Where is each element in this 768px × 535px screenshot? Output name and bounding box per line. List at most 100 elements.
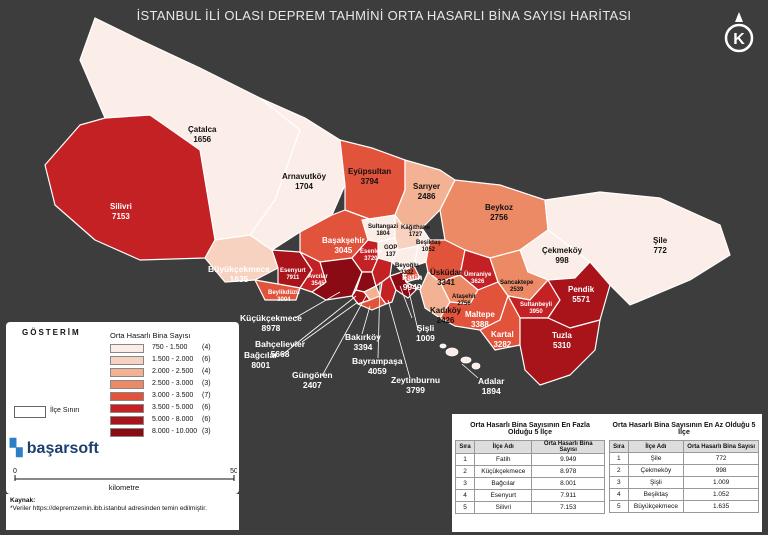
legend-range: 3.000 - 3.500 [152,392,194,399]
district-silivri [44,114,216,261]
district-value: 8978 [261,323,281,333]
table-row: 4 Esenyurt 7.911 [454,489,605,502]
district-adalar-island-2 [460,356,472,364]
district-label-arnavutkoy: Arnavutköy 1704 [282,172,326,192]
table-cell: 7.153 [531,501,605,514]
district-label-cekmekoy: Çekmeköy 998 [542,246,582,266]
district-name: Küçükçekmece [240,313,302,323]
table-row: 1 Şile 772 [609,452,759,465]
table-header-cell: İlçe Adı [627,440,685,453]
district-label-sile: Şile 772 [653,236,667,256]
table-cell: 9.949 [531,453,605,466]
legend-swatch [110,380,144,389]
table-row: Sıra İlçe Adı Orta Hasarlı Bina Sayısı [609,440,759,453]
table-cell: 8.001 [531,477,605,490]
table-row: 3 Bağcılar 8.001 [454,477,605,490]
district-value: 3545 [311,281,325,287]
table-cell: Çekmeköy [627,464,685,477]
table-cell: 2 [454,465,476,478]
boundary-swatch [14,406,46,418]
district-label-uskudar: Üsküdar 3341 [430,268,462,288]
table-header-cell: Orta Hasarlı Bina Sayısı [531,440,605,454]
district-label-beyoglu: Beyoğlu 3332 [395,263,419,277]
legend-count: (6) [202,404,211,411]
svg-text:50: 50 [230,468,237,475]
table-cell: Bağcılar [474,477,533,490]
legend-swatch [110,404,144,413]
district-value: 772 [653,246,667,255]
district-value: 9949 [402,282,422,292]
district-label-bayrampasa: Bayrampaşa 4059 [352,356,403,376]
district-value: 137 [385,252,396,258]
district-name: Sultangazi [368,224,399,230]
svg-text:0: 0 [13,468,17,475]
district-tuzla [519,317,601,386]
table-cell: 1.052 [683,488,759,501]
district-value: 2486 [417,192,436,201]
district-label-sultangazi: Sultangazi 1804 [368,224,398,238]
district-adalar-island-3 [471,362,481,370]
district-value: 1894 [481,386,501,396]
table-cell: Büyükçekmece [627,500,685,513]
table-header-cell: Sıra [454,440,476,454]
district-label-gop: GOP 137 [384,245,397,259]
district-name: Pendik [568,285,595,294]
table-cell: Fatih [474,453,533,466]
district-name: Esenler [360,249,382,255]
district-name: Bağcılar [244,350,278,360]
district-name: Sultanbeyli [520,302,553,308]
legend-swatch [110,428,144,437]
table-row: 2 Küçükçekmece 8.978 [454,465,605,478]
table-cell: 1.009 [683,476,759,489]
district-value: 998 [555,256,569,265]
legend-range: 5.000 - 8.000 [152,416,194,423]
table-cell: 3 [609,476,629,489]
district-label-bagcilar: Bağcılar 8001 [244,350,278,370]
legend-range: 3.500 - 5.000 [152,404,194,411]
source-note: Kaynak: *Veriler https://depremzemin.ibb… [6,494,239,530]
district-value: 3799 [406,385,426,395]
table-header-cell: İlçe Adı [474,440,533,454]
table-cell: 1 [609,452,629,465]
district-value: 2539 [510,287,524,293]
district-label-bahcelievler: Bahçelievler 5668 [255,339,305,359]
district-value: 5668 [270,349,290,359]
table-row: 4 Beşiktaş 1.052 [609,488,759,501]
district-name: Çekmeköy [542,246,583,255]
legend-panel: GÖSTERİM Orta Hasarlı Bina Sayısı 750 - … [6,322,239,494]
district-label-gungoren: Güngören 2407 [292,370,333,390]
district-name: Güngören [292,370,333,380]
district-label-besiktas: Beşiktaş 1052 [416,240,441,254]
district-name: Eyüpsultan [348,167,392,176]
legend-count: (4) [202,344,211,351]
svg-text:K: K [733,31,745,48]
map-title: İSTANBUL İLİ OLASI DEPREM TAHMİNİ ORTA H… [136,8,632,23]
district-value: 2426 [436,316,455,325]
district-label-kartal: Kartal 3282 [491,330,514,350]
district-label-buyukcekmece: Büyükçekmece 1635 [208,264,270,284]
district-value: 1727 [408,232,423,238]
district-value: 8001 [251,360,271,370]
table-cell: Beşiktaş [627,488,685,501]
district-name: Başakşehir [322,236,365,245]
legend-count: (4) [202,368,211,375]
district-label-avcilar: Avcılar 3545 [308,274,328,288]
district-label-eyupsultan: Eyüpsultan 3794 [348,167,391,187]
legend-range: 1.500 - 2.000 [152,356,194,363]
legend-count: (3) [202,428,211,435]
district-value: 2756 [490,213,508,222]
district-label-esenyurt: Esenyurt 7911 [280,268,306,282]
bottom-five-table: Orta Hasarlı Bina Sayısının En Az Olduğu… [609,418,759,513]
district-name: Şişli [416,323,435,333]
district-name: Fatih [402,272,423,282]
district-name: Beylikdüzü [268,290,300,296]
table-cell: Orta Hasarlı Bina Sayısının En Az Olduğu… [609,418,759,441]
table-row: 5 Büyükçekmece 1.635 [609,500,759,513]
district-label-umraniye: Ümraniye 3626 [464,272,491,286]
district-label-kucukcekmece: Küçükçekmece 8978 [240,313,302,333]
district-name: Esenyurt [280,268,306,274]
table-cell: 772 [683,452,759,465]
table-row: 1 Fatih 9.949 [454,453,605,466]
legend-swatch [110,392,144,401]
